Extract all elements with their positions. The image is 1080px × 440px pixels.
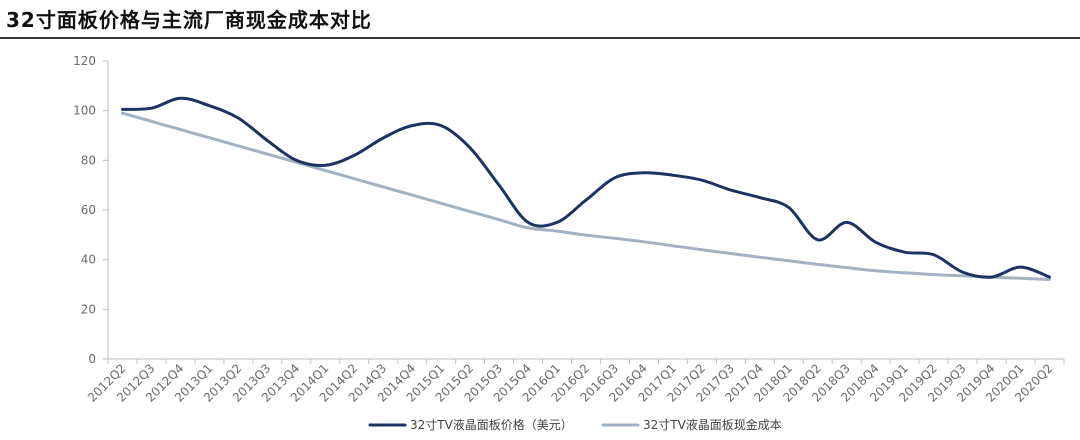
y-tick-label: 80 <box>81 153 96 167</box>
data-point-price <box>440 124 443 127</box>
legend-cost-label: 32寸TV液晶面板现金成本 <box>643 417 782 432</box>
data-point-price <box>237 117 240 120</box>
data-point-cost <box>324 169 327 172</box>
data-point-price <box>469 146 472 149</box>
data-point-price <box>556 221 559 224</box>
data-point-cost <box>845 266 848 269</box>
data-point-cost <box>961 274 964 277</box>
data-point-price <box>816 238 819 241</box>
data-point-cost <box>266 153 269 156</box>
data-point-cost <box>498 218 501 221</box>
data-point-price <box>874 241 877 244</box>
data-point-cost <box>121 112 124 115</box>
data-point-price <box>1019 266 1022 269</box>
data-point-cost <box>556 230 559 233</box>
data-point-price <box>845 221 848 224</box>
data-point-cost <box>614 237 617 240</box>
title-divider <box>0 37 1080 39</box>
data-point-price <box>208 104 211 107</box>
data-point-cost <box>1019 277 1022 280</box>
data-point-price <box>498 184 501 187</box>
data-point-cost <box>469 210 472 213</box>
data-point-price <box>150 107 153 110</box>
data-point-cost <box>700 248 703 251</box>
data-point-cost <box>237 144 240 147</box>
data-point-cost <box>903 271 906 274</box>
data-point-price <box>729 189 732 192</box>
data-point-price <box>353 154 356 157</box>
data-point-cost <box>874 269 877 272</box>
series-line-cost <box>121 111 1051 281</box>
data-point-cost <box>208 136 211 139</box>
data-point-price <box>382 137 385 140</box>
y-tick-label: 100 <box>73 104 96 118</box>
data-point-price <box>671 174 674 177</box>
data-point-price <box>121 108 124 111</box>
data-point-cost <box>758 256 761 259</box>
data-point-cost <box>787 259 790 262</box>
data-point-price <box>932 253 935 256</box>
data-point-price <box>266 139 269 142</box>
data-point-price <box>614 176 617 179</box>
data-point-price <box>903 251 906 254</box>
legend-price-label: 32寸TV液晶面板价格（美元） <box>410 417 573 432</box>
data-point-cost <box>729 252 732 255</box>
data-point-cost <box>382 185 385 188</box>
data-point-price <box>700 179 703 182</box>
data-point-cost <box>179 128 182 131</box>
data-point-price <box>642 171 645 174</box>
data-point-price <box>961 271 964 274</box>
data-point-price <box>295 159 298 162</box>
data-point-cost <box>150 120 153 123</box>
data-point-price <box>1048 276 1051 279</box>
data-point-cost <box>527 226 530 229</box>
chart-title: 32寸面板价格与主流厂商现金成本对比 <box>6 8 372 32</box>
data-point-price <box>324 164 327 167</box>
data-point-cost <box>671 244 674 247</box>
data-point-cost <box>816 263 819 266</box>
data-point-price <box>990 276 993 279</box>
data-point-cost <box>411 194 414 197</box>
data-point-cost <box>932 273 935 276</box>
data-point-cost <box>642 240 645 243</box>
y-tick-label: 60 <box>81 203 96 217</box>
data-point-price <box>758 196 761 199</box>
data-point-price <box>411 124 414 127</box>
data-point-cost <box>585 234 588 237</box>
data-point-price <box>179 97 182 100</box>
data-point-cost <box>440 202 443 205</box>
data-point-price <box>527 221 530 224</box>
y-tick-label: 120 <box>73 54 96 68</box>
y-tick-label: 40 <box>81 253 96 267</box>
data-point-cost <box>353 177 356 180</box>
series-line-price <box>121 96 1051 279</box>
data-point-price <box>585 199 588 202</box>
y-tick-label: 20 <box>81 302 96 316</box>
y-tick-label: 0 <box>88 352 96 366</box>
data-point-price <box>787 206 790 209</box>
